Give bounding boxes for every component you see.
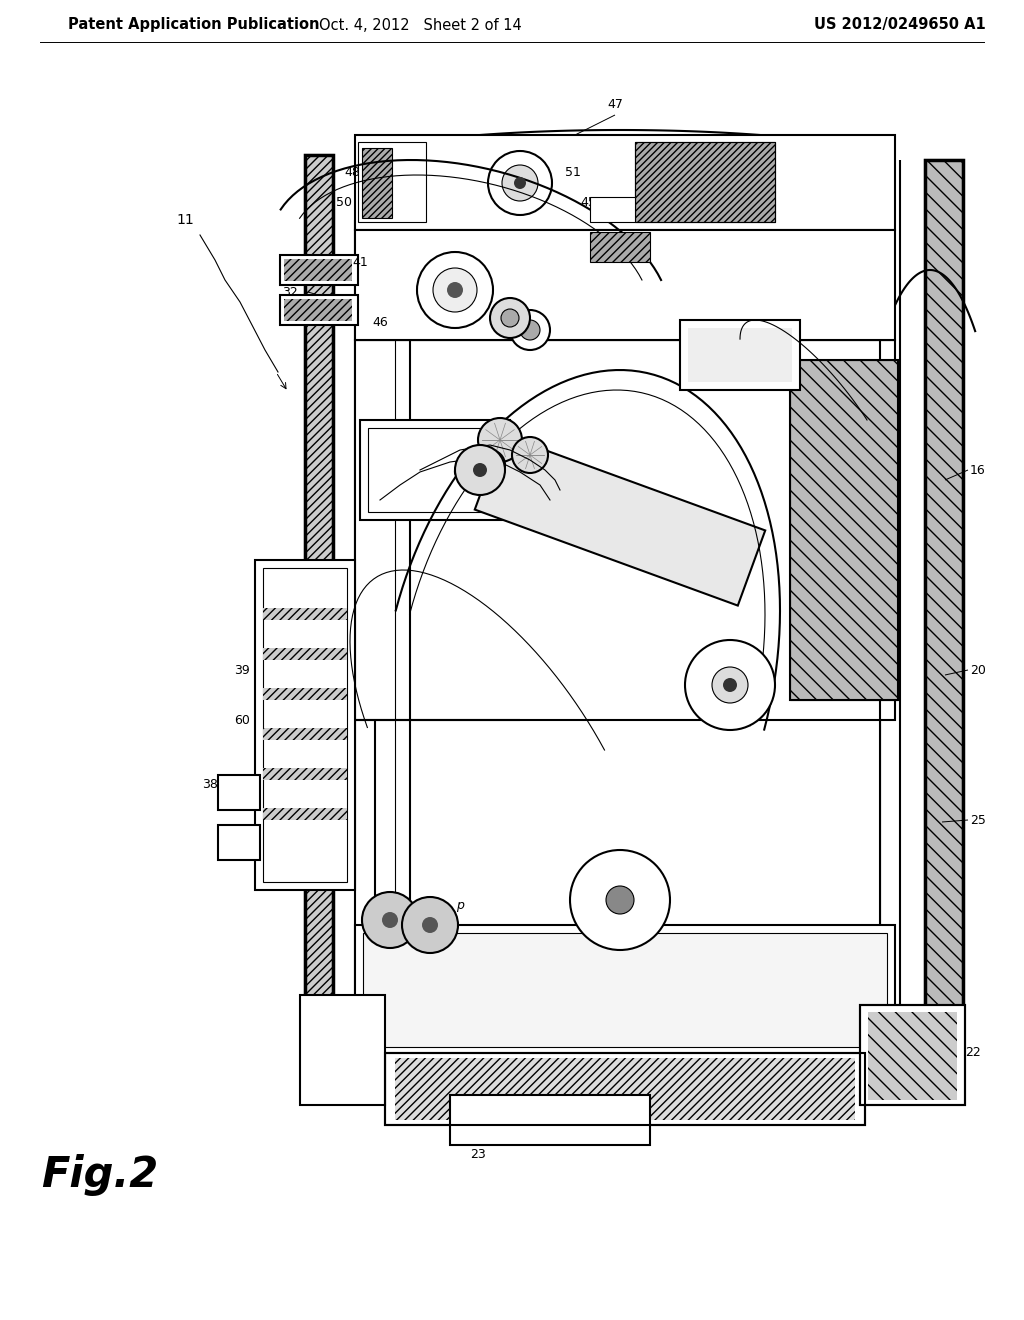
Bar xyxy=(355,135,895,230)
Bar xyxy=(263,808,347,820)
Bar xyxy=(860,1005,965,1105)
Circle shape xyxy=(447,282,463,298)
Bar xyxy=(284,259,352,281)
Circle shape xyxy=(685,640,775,730)
Bar xyxy=(263,768,347,780)
Bar xyxy=(305,154,333,1055)
Bar xyxy=(355,230,895,341)
Circle shape xyxy=(570,850,670,950)
Bar xyxy=(395,1059,855,1119)
Text: 22: 22 xyxy=(965,1045,981,1059)
Text: 50: 50 xyxy=(336,195,352,209)
Bar xyxy=(590,232,650,261)
Bar xyxy=(263,729,347,741)
Text: 32: 32 xyxy=(283,285,298,298)
Text: 47: 47 xyxy=(607,99,623,111)
Bar xyxy=(688,327,792,381)
Bar xyxy=(790,360,898,700)
Text: US 2012/0249650 A1: US 2012/0249650 A1 xyxy=(814,17,986,33)
Circle shape xyxy=(488,150,552,215)
Text: Fig.2: Fig.2 xyxy=(41,1154,159,1196)
Bar xyxy=(280,294,358,325)
Bar xyxy=(590,197,635,222)
Circle shape xyxy=(510,310,550,350)
Text: 45: 45 xyxy=(580,195,596,209)
Text: Patent Application Publication: Patent Application Publication xyxy=(68,17,319,33)
Bar xyxy=(284,300,352,321)
Bar xyxy=(263,568,347,882)
Circle shape xyxy=(501,309,519,327)
Bar xyxy=(925,160,963,1060)
Text: 11: 11 xyxy=(176,213,194,227)
Bar xyxy=(218,825,260,861)
Circle shape xyxy=(473,463,487,477)
Circle shape xyxy=(723,678,737,692)
Bar xyxy=(925,160,963,1060)
Circle shape xyxy=(520,319,540,341)
Bar xyxy=(355,341,895,719)
Circle shape xyxy=(502,165,538,201)
Text: 46: 46 xyxy=(373,315,388,329)
Text: Oct. 4, 2012   Sheet 2 of 14: Oct. 4, 2012 Sheet 2 of 14 xyxy=(318,17,521,33)
Text: 48: 48 xyxy=(344,165,360,178)
Circle shape xyxy=(455,445,505,495)
Circle shape xyxy=(475,450,505,480)
Bar xyxy=(680,319,800,389)
Bar xyxy=(263,688,347,700)
Circle shape xyxy=(490,298,530,338)
Bar xyxy=(263,609,347,620)
Bar xyxy=(635,143,775,222)
Text: 51: 51 xyxy=(565,165,581,178)
Bar xyxy=(385,1053,865,1125)
Bar xyxy=(362,148,392,218)
Text: 41: 41 xyxy=(352,256,368,268)
Circle shape xyxy=(478,418,522,462)
Circle shape xyxy=(433,268,477,312)
Text: 16: 16 xyxy=(970,463,986,477)
Circle shape xyxy=(606,886,634,913)
Circle shape xyxy=(382,912,398,928)
Bar xyxy=(263,648,347,660)
Circle shape xyxy=(422,917,438,933)
Bar xyxy=(358,143,426,222)
Bar xyxy=(355,925,895,1055)
Bar xyxy=(368,428,502,512)
Text: 23: 23 xyxy=(470,1148,485,1162)
Bar xyxy=(860,1005,965,1105)
Text: 25: 25 xyxy=(970,813,986,826)
Bar xyxy=(255,560,355,890)
Circle shape xyxy=(417,252,493,327)
Circle shape xyxy=(712,667,748,704)
Bar xyxy=(362,933,887,1047)
Bar xyxy=(280,255,358,285)
Bar xyxy=(868,1012,957,1100)
Text: 66: 66 xyxy=(453,466,468,479)
Circle shape xyxy=(362,892,418,948)
Text: 38: 38 xyxy=(202,779,218,792)
Text: 60: 60 xyxy=(234,714,250,726)
Circle shape xyxy=(512,437,548,473)
Bar xyxy=(305,154,333,1055)
Bar xyxy=(362,148,392,218)
Circle shape xyxy=(514,177,526,189)
Polygon shape xyxy=(475,434,765,606)
Bar xyxy=(385,1053,865,1125)
Bar xyxy=(635,143,775,222)
Bar xyxy=(790,360,898,700)
Bar xyxy=(218,775,260,810)
Text: 39: 39 xyxy=(234,664,250,676)
Bar xyxy=(300,995,385,1105)
Circle shape xyxy=(402,898,458,953)
Bar xyxy=(360,420,510,520)
Text: p: p xyxy=(456,899,464,912)
Bar xyxy=(450,1096,650,1144)
Text: 20: 20 xyxy=(970,664,986,676)
